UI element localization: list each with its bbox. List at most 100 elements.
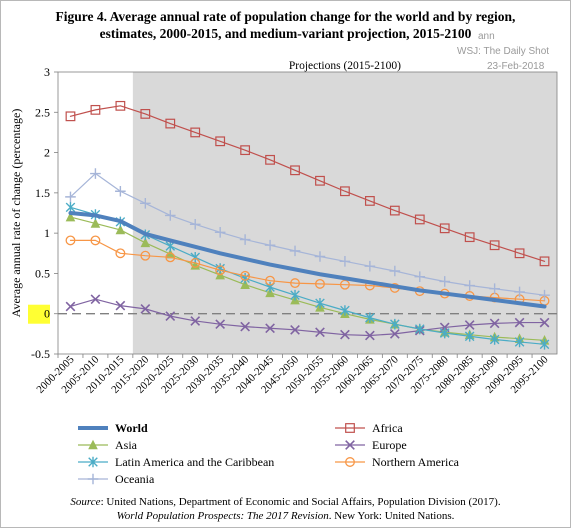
series-africa: [65, 100, 550, 267]
plus-marker: [539, 289, 550, 301]
x-marker: [340, 329, 350, 340]
legend-label: Africa: [372, 421, 403, 435]
star-marker: [290, 289, 300, 301]
plus-marker: [140, 198, 151, 209]
plus-marker: [65, 191, 76, 203]
source-note: Source: United Nations, Department of Ec…: [0, 495, 571, 523]
publication-rest: . New York: United Nations.: [328, 510, 455, 522]
plus-marker: [189, 218, 201, 230]
x-marker: [290, 324, 300, 335]
triangle-marker: [240, 279, 250, 290]
plus-marker: [414, 271, 426, 282]
plus-marker: [514, 286, 525, 298]
x-marker: [315, 327, 325, 338]
series-oceania: [65, 168, 550, 301]
legend-item-asia: Asia: [78, 438, 138, 452]
legend-label: Europe: [372, 438, 407, 452]
square-marker: [215, 136, 226, 147]
legend-item-oceania: Oceania: [78, 472, 155, 486]
chart-title-line-2: estimates, 2000-2015, and medium-variant…: [99, 26, 472, 41]
circle-marker: [190, 258, 201, 268]
square-marker: [345, 423, 355, 433]
source-text: : United Nations, Department of Economic…: [100, 496, 501, 508]
x-marker: [539, 317, 550, 328]
star-marker: [489, 334, 500, 345]
y-axis-label: Average annual rate of change (percentag…: [9, 109, 23, 318]
plus-marker: [339, 256, 351, 267]
circle-marker: [90, 235, 101, 246]
plus-marker: [239, 234, 251, 245]
circle-marker: [165, 252, 176, 263]
series-line: [68, 211, 547, 309]
x-marker: [90, 294, 101, 305]
star-marker: [514, 336, 525, 348]
star-marker: [65, 202, 76, 213]
square-marker: [240, 145, 251, 156]
circle-marker: [265, 275, 276, 286]
plus-marker: [214, 227, 226, 238]
y-tick-label: 2: [44, 146, 50, 160]
star-marker: [414, 323, 425, 335]
square-marker: [165, 118, 176, 129]
legend-item-africa: Africa: [335, 421, 403, 435]
circle-marker: [290, 278, 300, 289]
square-marker: [190, 127, 201, 138]
star-marker: [88, 456, 98, 468]
legend-item-europe: Europe: [335, 438, 407, 452]
x-marker: [215, 319, 226, 330]
chart-title: Figure 4. Average annual rate of populat…: [0, 8, 571, 42]
square-marker: [140, 108, 151, 119]
plus-marker: [364, 260, 376, 272]
chart-title-line-1: Figure 4. Average annual rate of populat…: [55, 9, 516, 24]
star-marker: [340, 305, 350, 316]
legend-item-world: World: [78, 421, 148, 435]
plus-marker: [115, 185, 126, 197]
triangle-marker: [90, 218, 101, 228]
circle-marker: [240, 270, 251, 281]
y-tick-label: 0.5: [35, 266, 50, 280]
square-marker: [439, 223, 450, 234]
star-marker: [439, 327, 450, 339]
circle-marker: [140, 250, 151, 261]
x-marker: [489, 318, 500, 329]
triangle-marker: [115, 224, 126, 235]
x-marker: [140, 304, 151, 314]
series-world: [68, 211, 547, 309]
plus-marker: [439, 276, 451, 287]
source-line-1: Source: United Nations, Department of Ec…: [0, 495, 571, 509]
watermark-date: 23-Feb-2018: [487, 61, 545, 72]
watermark-name: ann: [478, 31, 495, 42]
series-line: [69, 216, 546, 341]
square-marker: [539, 256, 550, 267]
square-marker: [265, 154, 275, 165]
x-marker: [240, 321, 250, 332]
source-label: Source: [70, 496, 101, 508]
legend-label: Northern America: [372, 455, 460, 469]
star-marker: [315, 297, 325, 309]
circle-marker: [65, 235, 76, 246]
plus-marker: [389, 265, 401, 277]
y-tick-label: -0.5: [31, 347, 50, 361]
source-line-2: World Population Prospects: The 2017 Rev…: [0, 509, 571, 523]
square-marker: [290, 165, 300, 176]
x-marker: [115, 300, 126, 311]
square-marker: [115, 100, 126, 111]
square-marker: [489, 240, 500, 251]
projection-label: Projections (2015-2100): [289, 60, 401, 72]
publication-title: World Population Prospects: The 2017 Rev…: [116, 510, 329, 522]
x-marker: [464, 320, 475, 330]
circle-marker: [215, 265, 226, 276]
square-marker: [90, 104, 101, 115]
y-tick-label: 3: [44, 65, 50, 79]
y-tick-label: 1: [44, 226, 50, 240]
plus-marker: [314, 251, 326, 262]
triangle-marker: [88, 439, 98, 450]
square-marker: [65, 111, 76, 122]
legend-item-latin-america-and-the-caribbean: Latin America and the Caribbean: [78, 455, 274, 469]
legend-label: Asia: [115, 438, 138, 452]
triangle-marker: [140, 237, 151, 248]
square-marker: [414, 214, 425, 225]
x-marker: [514, 317, 525, 328]
legend-label: Oceania: [115, 472, 155, 486]
